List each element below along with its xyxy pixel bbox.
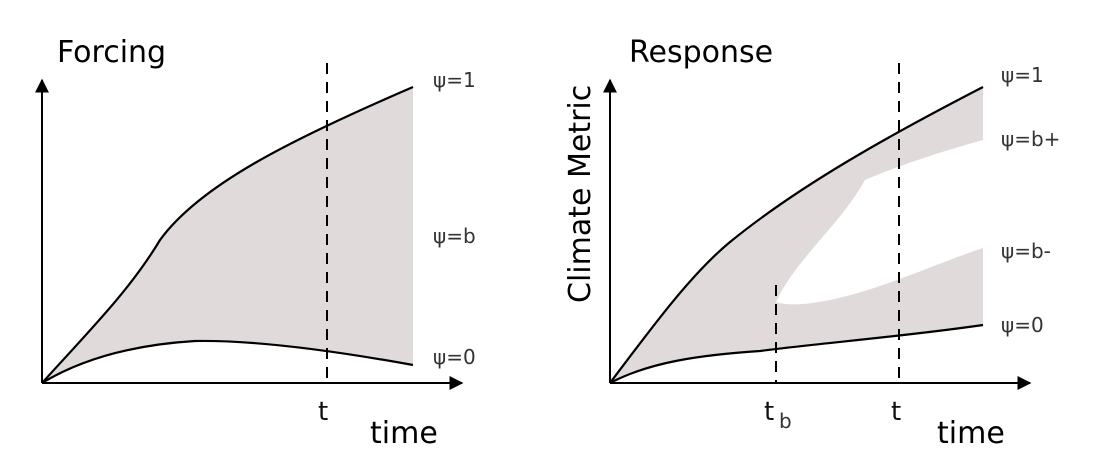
response-label-psi-1: ψ=1 bbox=[1001, 63, 1044, 87]
forcing-label-psi-1: ψ=1 bbox=[433, 68, 476, 92]
response-x-axis-label: time bbox=[937, 416, 1005, 451]
response-label-psi-b-plus: ψ=b+ bbox=[1001, 127, 1060, 151]
forcing-t-tick-label: t bbox=[318, 397, 328, 427]
response-y-axis-label: Climate Metric bbox=[563, 85, 598, 303]
response-panel: Response Climate Metric time t b t ψ=1 ψ… bbox=[563, 35, 1060, 451]
response-tb-subscript: b bbox=[779, 409, 792, 433]
response-tb-tick-label: t bbox=[764, 397, 774, 427]
response-label-psi-0: ψ=0 bbox=[1001, 313, 1044, 337]
response-curve-psi-1 bbox=[609, 86, 984, 384]
forcing-x-axis-label: time bbox=[370, 416, 438, 451]
response-title: Response bbox=[629, 35, 773, 70]
response-label-psi-b-minus: ψ=b- bbox=[1001, 239, 1051, 263]
response-t-tick-label: t bbox=[891, 397, 901, 427]
forcing-title: Forcing bbox=[57, 35, 166, 70]
forcing-panel: Forcing time t ψ=1 ψ=b ψ=0 bbox=[35, 35, 476, 451]
forcing-curve-psi-0 bbox=[41, 339, 414, 384]
forcing-curve-psi-1 bbox=[41, 85, 414, 384]
forcing-label-psi-0: ψ=0 bbox=[433, 345, 476, 369]
response-curve-psi-0 bbox=[609, 323, 984, 384]
forcing-label-psi-b: ψ=b bbox=[433, 224, 476, 248]
forcing-shaded-band bbox=[42, 87, 413, 383]
response-shaded-band bbox=[610, 87, 983, 383]
